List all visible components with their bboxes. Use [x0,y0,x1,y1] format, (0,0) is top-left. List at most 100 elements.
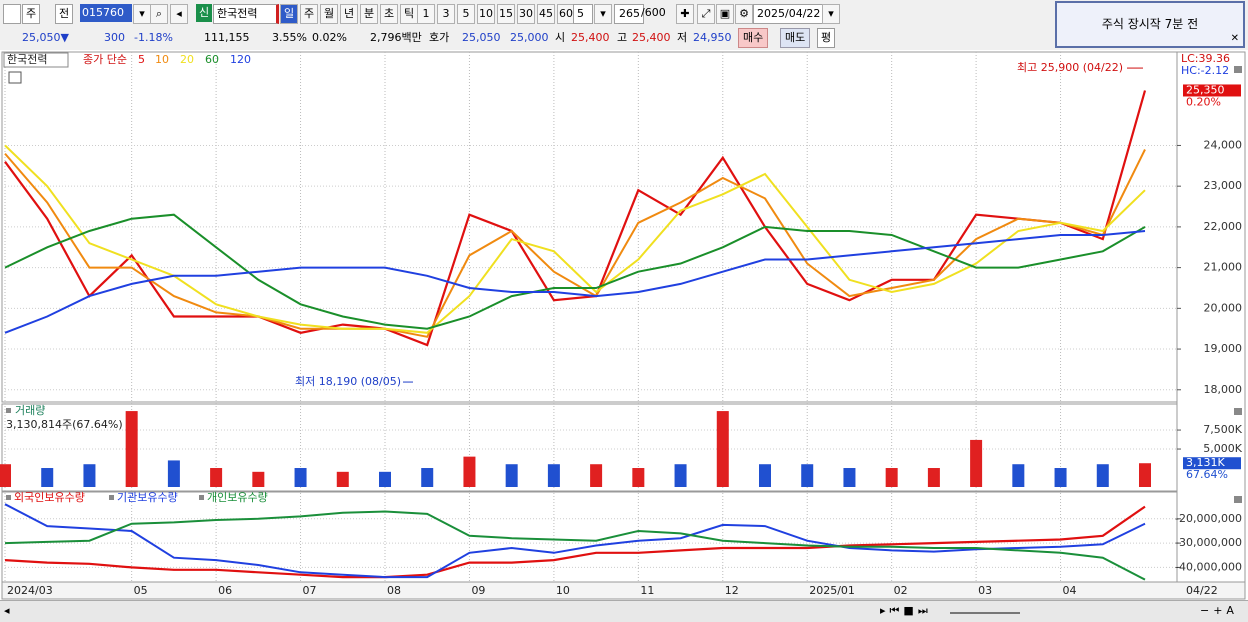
code-input[interactable]: 015760 [80,4,132,22]
right-axis [1176,51,1246,583]
tab[interactable]: 5 [457,4,475,24]
sound-button[interactable]: ◂ [170,4,188,24]
interval-input[interactable]: 5 [573,4,593,24]
volume-bar [167,460,180,487]
high-label: 고 [617,31,628,44]
tab[interactable]: 30 [517,4,535,24]
series-line [4,503,1146,579]
y-tick-label: 18,000 [1204,383,1243,396]
tool-button[interactable]: ✚ [676,4,694,24]
tab[interactable]: 월 [320,4,338,24]
x-tick-label: 02 [894,584,908,597]
avg-button[interactable]: 평 [817,28,836,48]
market-select[interactable]: 주 [22,4,41,24]
legend-mark [109,495,114,500]
code-dropdown[interactable]: ▾ [133,4,151,24]
lc-label: LC:39.36 [1181,52,1230,65]
x-tick-label: 09 [471,584,485,597]
compare-select[interactable]: 전 [55,4,74,24]
tab[interactable]: 일 [280,4,298,24]
tab[interactable]: 주 [300,4,318,24]
volume-bar [125,411,138,487]
series-line [4,230,1146,334]
menu-icon[interactable] [3,4,21,24]
tab[interactable]: 10 [477,4,495,24]
scrollbar[interactable]: ◂ ▸⏮■⏭ −+A [0,600,1248,622]
last-price-box [1183,84,1241,97]
volume-bar [547,464,560,487]
legend-entry: 60 [205,53,219,66]
volume-bar [590,464,603,487]
open: 25,400 [571,31,610,44]
last-price-label: 25,350 [1186,83,1225,96]
search-button[interactable]: ⌕ [150,4,168,24]
tab[interactable]: 45 [537,4,555,24]
interval-dropdown[interactable]: ▾ [594,4,612,24]
panel-button[interactable] [1234,496,1242,503]
volume-bar [505,464,518,487]
y-tick-label: 23,000 [1204,179,1243,192]
last-volume-box [1183,457,1241,470]
panel-button[interactable] [1234,408,1242,415]
legend-title: 한국전력 [7,53,47,66]
save-button[interactable]: ▣ [716,4,734,24]
volume-bar [0,464,11,487]
scroll-left[interactable]: ◂ [4,604,10,617]
tab[interactable]: 15 [497,4,515,24]
close-button[interactable]: ✕ [1230,33,1239,44]
zoom-slider[interactable] [950,602,1020,614]
chart: 2024/03 05 06 07 08 09 10 11 12 2025/01 02 03 04 04/2… [0,50,1248,600]
volume-bar [970,439,983,487]
tab[interactable]: 3 [437,4,455,24]
bid: 25,000 [510,31,549,44]
y-tick-label: 5,000K [1203,442,1242,455]
date-input[interactable]: 2025/04/22 [753,4,823,24]
series-line [4,90,1147,347]
tab[interactable]: 1 [417,4,435,24]
x-tick-label: 2025/01 [809,584,855,597]
panel-button[interactable] [1234,66,1242,73]
volume-bar [759,464,771,487]
settings-button[interactable]: ⚙ [735,4,753,24]
credit-badge: 신 [196,4,213,22]
high-annotation: 최고 25,900 (04/22) [1017,61,1123,74]
volume-bar [336,471,349,487]
volume-bar [83,464,96,487]
legend-entry: 120 [230,53,251,66]
tool-button[interactable]: ⤢ [697,4,715,24]
y-tick-label: -20,000,000 [1175,512,1242,525]
tab[interactable]: 틱 [400,4,418,24]
legend-entry: 외국인보유수량 [14,491,85,504]
last-pct-label: 0.20% [1186,95,1221,108]
legend-entry: 5 [138,53,145,66]
x-tick-label: 04 [1063,584,1077,597]
zoom-controls[interactable]: −+A [1200,604,1238,617]
x-tick-label: 03 [978,584,992,597]
y-tick-label: 22,000 [1204,220,1243,233]
interval-tabs: 1 3 5 10 15 30 45 60 [417,4,577,24]
sell-button[interactable]: 매도 [780,28,811,48]
count-input[interactable]: 265 [614,4,644,24]
y-tick-label: 20,000 [1204,301,1243,314]
volume-bar [801,464,814,487]
scroll-controls[interactable]: ▸⏮■⏭ [880,604,932,617]
table-icon[interactable] [8,71,22,84]
volume-bar [843,468,856,487]
notice: 주식 장시작 7분 전 ✕ [1055,1,1245,48]
tab[interactable]: 초 [380,4,398,24]
stock-name: 한국전력 [213,4,279,24]
tab[interactable]: 년 [340,4,358,24]
series-line [4,144,1146,334]
volume-bar [1012,464,1025,487]
date-dropdown[interactable]: ▾ [822,4,840,24]
buy-button[interactable]: 매수 [738,28,769,48]
volume-bar [927,468,940,487]
y-tick-label: 21,000 [1204,261,1243,274]
change: 300 [104,31,125,44]
ratio: 0.02% [312,31,347,44]
x-axis [1,581,1246,600]
volume-bar [41,468,54,487]
tab[interactable]: 분 [360,4,378,24]
legend-mark [6,495,11,500]
